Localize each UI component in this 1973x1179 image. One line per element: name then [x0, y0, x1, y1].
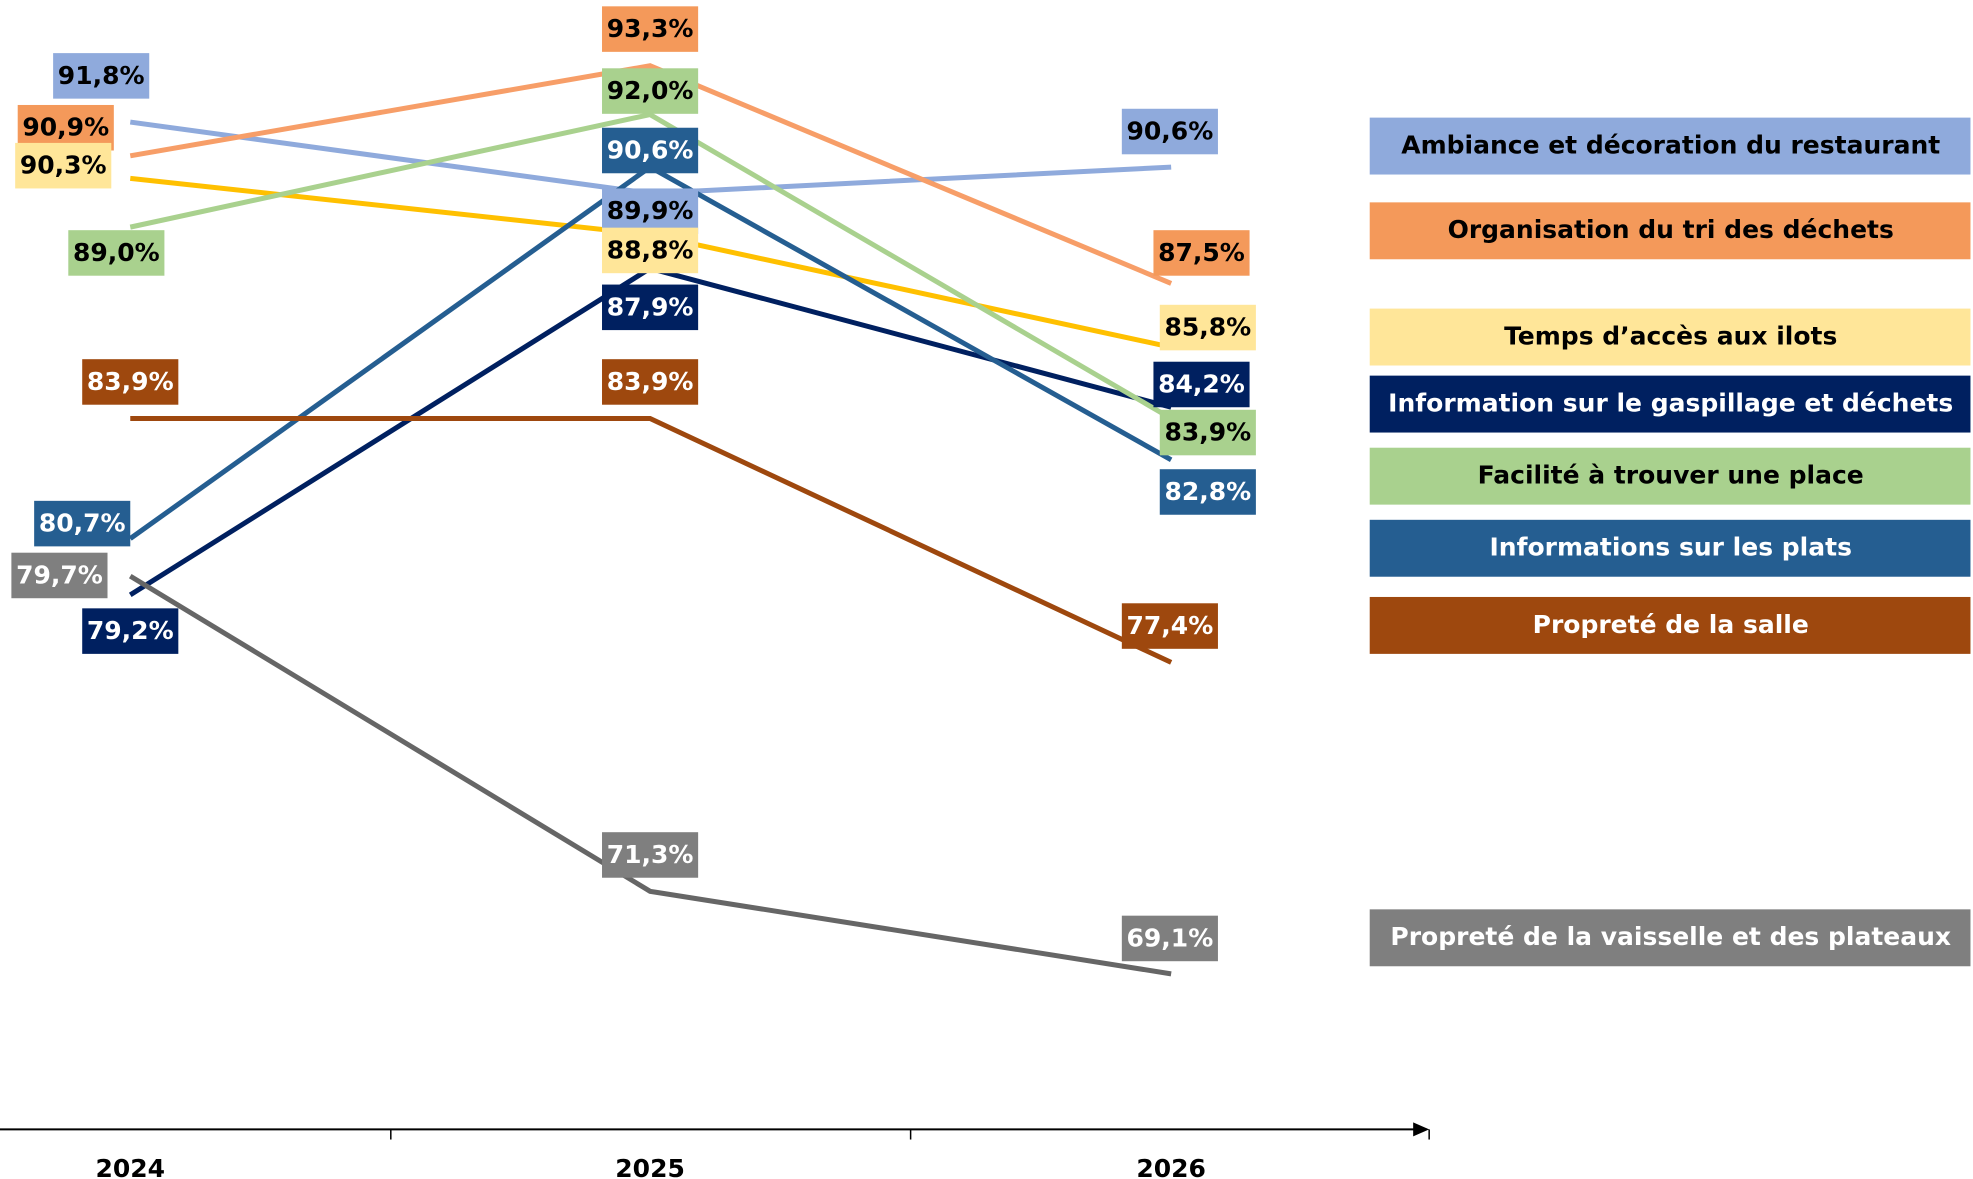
data-label-box	[602, 127, 699, 174]
legend-label: Ambiance et décoration du restaurant	[1401, 130, 1940, 159]
data-label: 79,7%	[16, 560, 103, 589]
data-label: 89,9%	[607, 196, 694, 225]
series-line	[129, 63, 1173, 286]
data-label-box	[602, 68, 699, 114]
data-label: 91,8%	[58, 61, 145, 90]
data-label-box	[602, 832, 699, 878]
data-label: 92,0%	[607, 76, 694, 105]
legend-box	[1369, 202, 1971, 260]
data-label: 90,9%	[22, 113, 109, 142]
series-line	[128, 573, 1172, 977]
legend-label: Temps d’accès aux ilots	[1504, 321, 1837, 350]
data-label-box	[602, 6, 699, 52]
x-tick-label: 2025	[615, 1154, 685, 1179]
legend-box	[1369, 909, 1971, 967]
data-label: 88,8%	[607, 235, 694, 264]
x-axis-arrow	[1413, 1122, 1430, 1137]
data-label: 89,0%	[73, 238, 160, 267]
data-label-box	[82, 359, 179, 405]
legend-label: Propreté de la salle	[1533, 610, 1809, 639]
data-label-box	[53, 53, 150, 99]
data-label-box	[15, 142, 112, 189]
data-label: 80,7%	[39, 509, 126, 538]
data-label-box	[1159, 409, 1256, 456]
data-label-box	[34, 500, 131, 547]
legend-label: Information sur le gaspillage et déchets	[1388, 388, 1953, 417]
data-label-box	[1159, 469, 1256, 515]
data-label: 83,9%	[87, 367, 174, 396]
data-label-box	[68, 230, 165, 276]
data-label: 87,9%	[607, 292, 694, 321]
legend-label: Facilité à trouver une place	[1478, 461, 1864, 490]
data-label-box	[602, 284, 699, 331]
data-label-box	[1121, 915, 1218, 962]
legend-label: Informations sur les plats	[1489, 533, 1851, 562]
data-label: 90,6%	[607, 136, 694, 165]
data-label-box	[602, 188, 699, 234]
data-label: 90,3%	[20, 151, 107, 180]
x-tick-label: 2026	[1136, 1154, 1206, 1179]
data-label: 93,3%	[607, 14, 694, 43]
data-label: 77,4%	[1127, 611, 1214, 640]
legend-box	[1369, 596, 1971, 654]
data-label-box	[1153, 230, 1250, 276]
data-label: 82,8%	[1164, 477, 1251, 506]
data-label-box	[11, 552, 108, 599]
legend-box	[1369, 519, 1971, 577]
legend-box	[1369, 375, 1971, 433]
data-label: 87,5%	[1158, 238, 1245, 267]
data-label-box	[82, 608, 179, 654]
data-label: 69,1%	[1127, 923, 1214, 952]
data-label: 90,6%	[1127, 117, 1214, 146]
data-label: 79,2%	[87, 616, 174, 645]
legend-box	[1369, 447, 1971, 505]
legend-box	[1369, 117, 1971, 175]
legend-label: Propreté de la vaisselle et des plateaux	[1390, 922, 1951, 951]
data-label-box	[1153, 361, 1250, 408]
data-label: 83,9%	[607, 367, 694, 396]
data-label-box	[602, 227, 699, 274]
data-label: 85,8%	[1164, 313, 1251, 342]
legend-label: Organisation du tri des déchets	[1448, 215, 1894, 244]
data-label: 83,9%	[1164, 418, 1251, 447]
data-label-box	[1121, 603, 1218, 649]
legend-box	[1369, 308, 1971, 366]
data-label-box	[602, 359, 699, 405]
data-label-box	[1121, 108, 1218, 155]
series-line	[129, 111, 1173, 421]
x-tick-label: 2024	[95, 1154, 165, 1179]
data-label-box	[1159, 304, 1256, 351]
series-line	[130, 415, 1173, 665]
data-label: 71,3%	[607, 840, 694, 869]
data-label: 84,2%	[1158, 369, 1245, 398]
